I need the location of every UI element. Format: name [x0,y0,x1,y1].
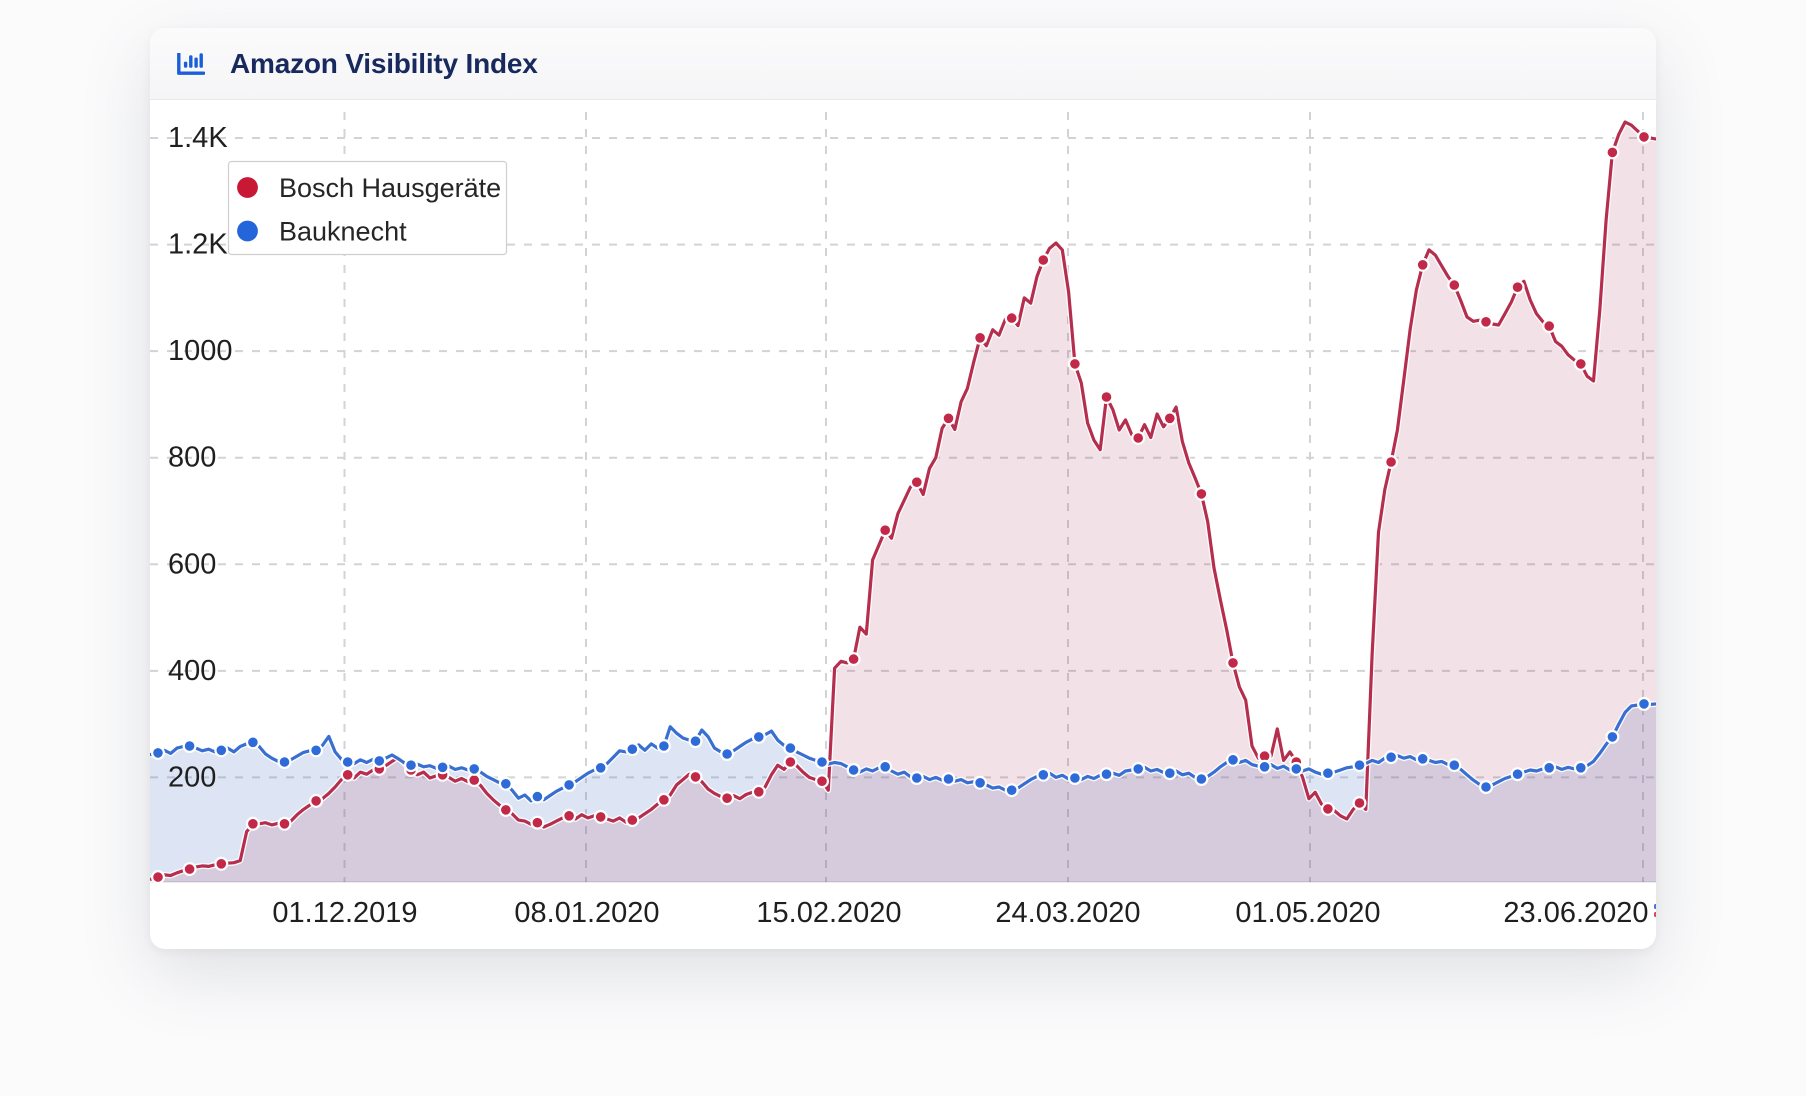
svg-text:600: 600 [168,548,216,580]
svg-text:08.01.2020: 08.01.2020 [514,897,659,929]
svg-text:01.12.2019: 01.12.2019 [272,897,417,929]
svg-text:200: 200 [168,761,216,793]
svg-text:01.05.2020: 01.05.2020 [1235,897,1380,929]
svg-text:15.02.2020: 15.02.2020 [756,897,901,929]
svg-text:1.4K: 1.4K [168,122,228,154]
svg-text:23.06.2020: 23.06.2020 [1503,897,1648,929]
svg-text:1.2K: 1.2K [168,229,228,261]
svg-text:400: 400 [168,655,216,687]
svg-text:Bauknecht: Bauknecht [279,217,407,247]
svg-text:1000: 1000 [168,335,233,367]
svg-text:Bosch Hausgeräte: Bosch Hausgeräte [279,173,501,203]
svg-text:24.03.2020: 24.03.2020 [995,897,1140,929]
svg-text:800: 800 [168,442,216,474]
